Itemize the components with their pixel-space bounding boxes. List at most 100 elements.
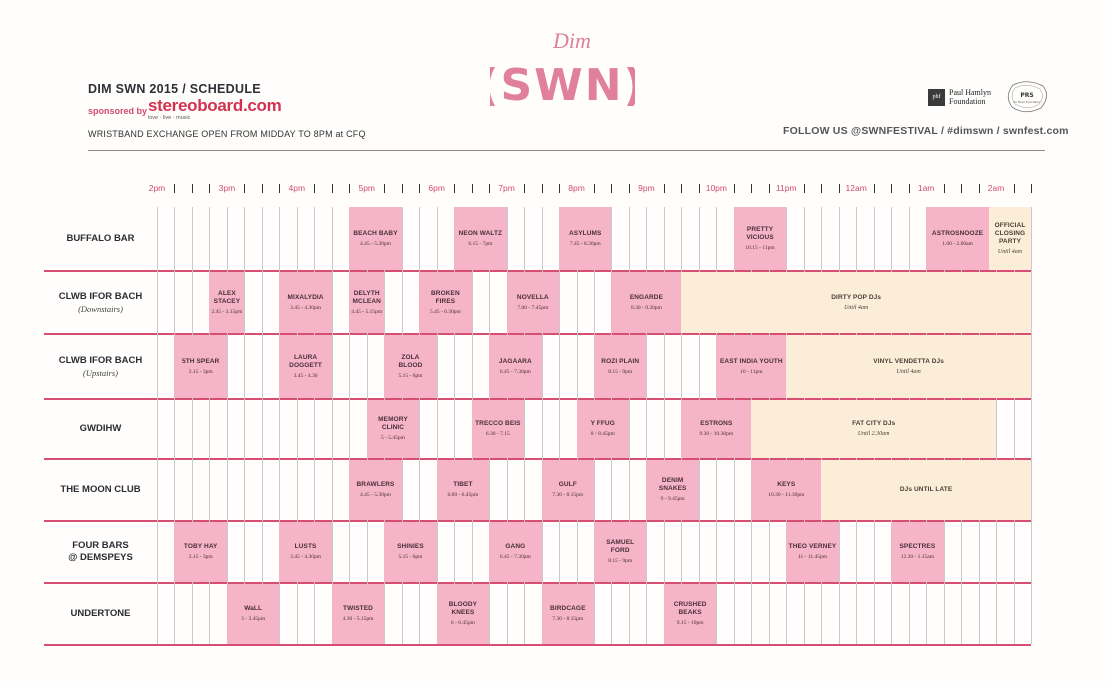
performance-slot[interactable]: ENGARDE 8.30 - 9.30pm	[611, 272, 682, 333]
row-divider	[44, 520, 1031, 522]
performance-slot[interactable]: NEON WALTZ 6.15 - 7pm	[454, 207, 507, 270]
performance-slot[interactable]: ASYLUMS 7.45 - 8.30pm	[559, 207, 612, 270]
slot-artist: LUSTS	[294, 543, 317, 550]
performance-slot[interactable]: MIXALYDIA 3.45 - 4.30pm	[279, 272, 332, 333]
performance-slot[interactable]: DELYTH MCLEAN 4.45 - 5.15pm	[349, 272, 385, 333]
schedule-title: DIM SWN 2015 / SCHEDULE	[88, 82, 261, 96]
performance-slot[interactable]: KEYS 10.30 - 11.30pm	[751, 460, 822, 520]
performance-slot[interactable]: Y FFUG 8 - 8.45pm	[576, 400, 629, 458]
slot-artist: PRETTY VICIOUS	[746, 225, 774, 241]
performance-slot[interactable]: 5TH SPEAR 2.15 - 3pm	[174, 335, 227, 398]
performance-slot[interactable]: TIBET 6.00 - 6.45pm	[436, 460, 490, 520]
slot-artist: ALEX STACEY	[213, 289, 241, 305]
slot-artist: ESTRONS	[700, 420, 733, 427]
quarter-tick	[908, 184, 910, 193]
slot-time: 3.45 - 4.30pm	[290, 554, 322, 560]
slot-time: 7.45 - 8.30pm	[569, 240, 601, 247]
prs-logo-svg: PRS for Music Foundation	[1007, 81, 1047, 113]
slot-artist: MEMORY CLINIC	[378, 416, 408, 431]
grid-line	[261, 207, 263, 644]
row-divider	[44, 458, 1031, 460]
performance-slot[interactable]: ALEX STACEY 2.45 - 3.15pm	[209, 272, 245, 333]
slot-time: 9 - 9.45pm	[660, 496, 685, 502]
performance-slot[interactable]: TOBY HAY 2.15 - 3pm	[174, 522, 227, 582]
performance-slot[interactable]: EAST INDIA YOUTH 10 - 11pm	[716, 335, 787, 398]
prs-mark: PRS	[1020, 92, 1033, 99]
quarter-tick	[1013, 184, 1015, 193]
dj-set-slot[interactable]: VINYL VENDETTA DJs Until 4am	[786, 335, 1031, 398]
venue-label: CLWB IFOR BACH (Upstairs)	[44, 355, 157, 379]
performance-slot[interactable]: GULF 7.30 - 8.15pm	[541, 460, 594, 520]
slot-time: 8 - 8.45pm	[590, 431, 615, 437]
quarter-tick	[751, 184, 753, 193]
performance-slot[interactable]: SAMUEL FORD 8.15 - 9pm	[594, 522, 647, 582]
quarter-tick	[191, 184, 193, 193]
performance-slot[interactable]: SPECTRES 12.30 - 1.15am	[891, 522, 944, 582]
quarter-tick	[314, 184, 316, 193]
slot-time: 2.45 - 3.15pm	[211, 308, 243, 315]
hour-label: 2am	[987, 183, 1005, 193]
quarter-tick	[419, 184, 421, 193]
performance-slot[interactable]: WaLL 3 - 3.45pm	[226, 584, 280, 644]
row-divider	[44, 582, 1031, 584]
performance-slot[interactable]: TWISTED 4.30 - 5.15pm	[331, 584, 385, 644]
dj-set-slot[interactable]: DJs UNTIL LATE	[821, 460, 1031, 520]
slot-time: 7.00 - 7.45pm	[517, 304, 549, 311]
performance-slot[interactable]: ASTROSNOOZE 1.00 - 2.00am	[926, 207, 990, 270]
dj-set-slot[interactable]: FAT CITY DJs Until 2.30am	[751, 400, 997, 458]
hour-label: 7pm	[498, 183, 515, 193]
slot-time: 4.30 - 5.15pm	[342, 616, 374, 622]
slot-time: 12.30 - 1.15am	[900, 554, 935, 560]
quarter-tick	[401, 184, 403, 193]
slot-artist: ASTROSNOOZE	[931, 229, 984, 237]
slot-artist: NEON WALTZ	[458, 229, 503, 237]
stereoboard-logo[interactable]: stereoboard.com love · live · music	[148, 97, 282, 122]
slot-artist: MIXALYDIA	[287, 293, 324, 301]
dj-set-slot[interactable]: OFFICIAL CLOSING PARTY Until 4am	[989, 207, 1031, 270]
quarter-tick	[681, 184, 683, 193]
quarter-tick	[663, 184, 665, 193]
quarter-tick	[838, 184, 840, 193]
performance-slot[interactable]: ZOLA BLOOD 5.15 - 6pm	[384, 335, 437, 398]
performance-slot[interactable]: LAURA DOGGETT 3.45 - 4.30	[279, 335, 332, 398]
slot-artist: BEACH BABY	[353, 229, 398, 237]
performance-slot[interactable]: JAGAARA 6.45 - 7.30pm	[489, 335, 542, 398]
slot-artist: NOVELLA	[516, 293, 549, 301]
performance-slot[interactable]: THEO VERNEY 11 - 11.45pm	[786, 522, 839, 582]
performance-slot[interactable]: BEACH BABY 4.45 - 5.30pm	[349, 207, 402, 270]
slot-artist: ENGARDE	[629, 293, 664, 301]
performance-slot[interactable]: DENIM SNAKES 9 - 9.45pm	[646, 460, 699, 520]
performance-slot[interactable]: BLOODY KNEES 6 - 6.45pm	[436, 584, 490, 644]
quarter-tick	[594, 184, 595, 193]
dj-set-slot[interactable]: DIRTY POP DJs Until 4am	[681, 272, 1031, 333]
performance-slot[interactable]: PRETTY VICIOUS 10.15 - 11pm	[733, 207, 787, 270]
slot-artist: DIRTY POP DJs	[831, 293, 882, 301]
performance-slot[interactable]: BROKEN FIRES 5.45 - 6.30pm	[419, 272, 472, 333]
performance-slot[interactable]: TRECCO BEIS 6.30 - 7.15	[471, 400, 525, 458]
performance-slot[interactable]: SHINIES 5.15 - 6pm	[384, 522, 437, 582]
performance-slot[interactable]: BIRDCAGE 7.30 - 8.15pm	[541, 584, 594, 644]
performance-slot[interactable]: CRUSHED BEAKS 9.15 - 10pm	[663, 584, 717, 644]
stereoboard-tagline: love · live · music	[148, 115, 191, 121]
hour-label: 1am	[917, 183, 935, 193]
paul-hamlyn-logo: phf Paul Hamlyn Foundation	[928, 88, 991, 106]
phf-mark: phf	[928, 88, 945, 106]
phf-line-2: Foundation	[949, 97, 986, 106]
hour-label: 4pm	[288, 183, 306, 193]
performance-slot[interactable]: MEMORY CLINIC 5 - 5.45pm	[366, 400, 420, 458]
performance-slot[interactable]: LUSTS 3.45 - 4.30pm	[279, 522, 332, 582]
slot-time: 6 - 6.45pm	[450, 620, 475, 626]
performance-slot[interactable]: GANG 6.45 - 7.30pm	[489, 522, 542, 582]
grid-line	[314, 207, 316, 644]
prs-foundation-logo: PRS for Music Foundation	[1005, 80, 1049, 119]
performance-slot[interactable]: ROZI PLAIN 8.15 - 9pm	[594, 335, 647, 398]
grid-line	[1013, 207, 1015, 644]
performance-slot[interactable]: NOVELLA 7.00 - 7.45pm	[506, 272, 560, 333]
slot-artist: Y FFUG	[590, 420, 615, 427]
hour-label: 9pm	[638, 183, 655, 193]
grid-line	[191, 207, 193, 644]
hour-label: 11pm	[775, 183, 797, 193]
slot-artist: BROKEN FIRES	[431, 289, 460, 305]
performance-slot[interactable]: BRAWLERS 4.45 - 5.30pm	[349, 460, 402, 520]
performance-slot[interactable]: ESTRONS 9.30 - 10.30pm	[681, 400, 752, 458]
